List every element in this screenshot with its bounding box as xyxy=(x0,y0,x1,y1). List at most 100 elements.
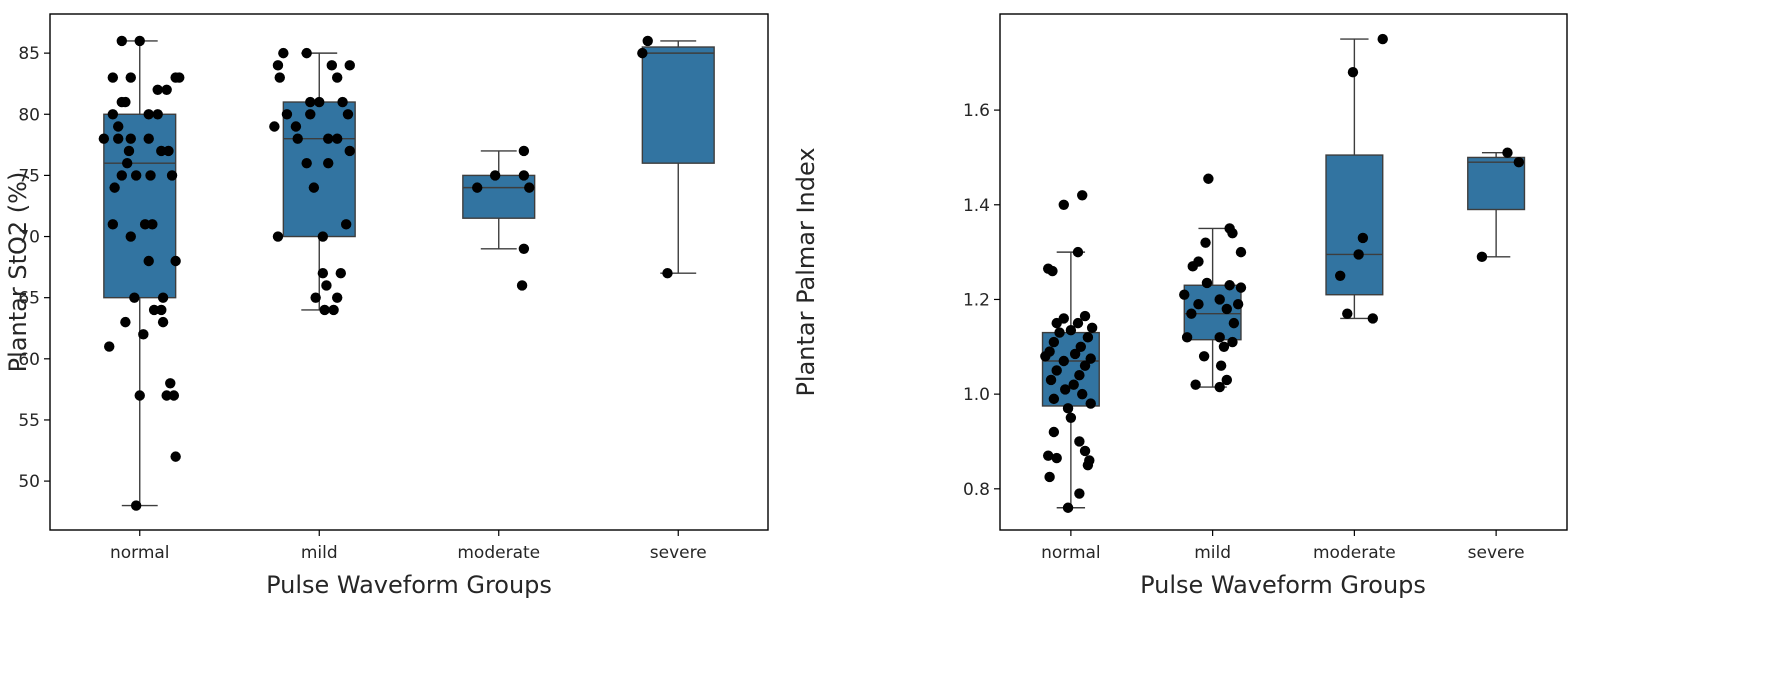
data-point xyxy=(292,133,303,144)
data-point xyxy=(1074,488,1085,499)
data-point xyxy=(1074,370,1085,381)
y-tick-label: 60 xyxy=(18,350,40,370)
data-point xyxy=(516,280,528,291)
data-point xyxy=(323,157,334,169)
data-point xyxy=(1072,246,1084,258)
data-point xyxy=(1335,270,1346,281)
data-point xyxy=(1042,450,1054,461)
data-point xyxy=(138,329,149,340)
y-axis-ticks: 50 55 60 65 70 75 80 85 xyxy=(18,44,50,492)
data-point xyxy=(1476,251,1488,263)
data-point xyxy=(134,390,145,401)
data-point xyxy=(1232,298,1244,310)
data-point xyxy=(1190,379,1201,390)
data-point xyxy=(120,316,131,328)
data-point xyxy=(278,47,289,59)
x-tick-label: severe xyxy=(1468,543,1525,563)
data-point xyxy=(1214,294,1225,305)
x-tick-label: mild xyxy=(1194,543,1231,563)
data-point xyxy=(174,72,185,83)
box-iqr xyxy=(103,113,177,299)
data-point xyxy=(1193,298,1204,310)
data-point xyxy=(317,268,329,279)
data-point xyxy=(113,133,124,144)
data-point xyxy=(305,109,316,120)
data-point xyxy=(1235,246,1247,258)
y-tick-label: 1.0 xyxy=(963,385,990,405)
box-group xyxy=(1041,38,1526,509)
data-point xyxy=(161,390,172,401)
data-point xyxy=(170,451,181,462)
data-point xyxy=(1051,452,1062,464)
data-point xyxy=(518,243,530,254)
data-point xyxy=(1077,388,1088,400)
data-point xyxy=(274,72,285,83)
data-point xyxy=(125,133,136,144)
data-point xyxy=(107,219,119,230)
data-point xyxy=(107,72,119,83)
data-point xyxy=(326,60,338,71)
data-point xyxy=(1077,190,1088,201)
data-point xyxy=(156,304,167,316)
data-point xyxy=(1062,403,1074,414)
data-point xyxy=(340,219,352,230)
data-point xyxy=(1075,341,1086,352)
plot-frame xyxy=(999,13,1568,531)
data-point xyxy=(1357,232,1369,244)
data-point xyxy=(161,84,172,96)
data-point xyxy=(1065,325,1077,336)
box-severe xyxy=(641,40,715,274)
data-point xyxy=(1353,249,1364,260)
data-point xyxy=(121,157,133,169)
box-moderate xyxy=(1325,38,1384,320)
data-point xyxy=(1065,412,1077,424)
data-point xyxy=(123,145,135,157)
data-point xyxy=(1085,353,1096,364)
data-point xyxy=(524,182,535,193)
data-point xyxy=(518,145,530,157)
data-point xyxy=(148,304,160,316)
data-point xyxy=(113,121,124,132)
y-axis-label: Plantar StO2 (%) xyxy=(4,172,32,373)
data-point xyxy=(1377,33,1388,45)
data-point xyxy=(1227,227,1238,239)
data-point xyxy=(1085,398,1096,409)
data-point xyxy=(290,121,302,132)
data-point xyxy=(1342,308,1353,319)
data-point xyxy=(1048,393,1060,405)
x-tick-label: severe xyxy=(650,543,707,563)
data-point xyxy=(518,170,530,181)
data-point xyxy=(1347,67,1359,78)
y-tick-label: 85 xyxy=(18,44,40,64)
data-point xyxy=(335,268,346,279)
box-iqr xyxy=(462,174,536,219)
data-point xyxy=(1079,310,1091,322)
data-point xyxy=(1502,147,1513,158)
data-point xyxy=(1179,289,1190,300)
data-point xyxy=(321,280,332,291)
data-point xyxy=(1051,317,1062,329)
box-iqr xyxy=(641,46,715,164)
x-tick-label: moderate xyxy=(1313,543,1396,563)
points-group xyxy=(1040,33,1525,513)
data-point xyxy=(1048,426,1060,438)
panel-stO2: 50 55 60 65 70 75 80 85 normal mild moderate sever… xyxy=(4,13,769,599)
data-point xyxy=(1079,445,1091,457)
y-tick-label: 65 xyxy=(18,289,40,309)
data-point xyxy=(1062,502,1074,513)
y-tick-label: 80 xyxy=(18,105,40,125)
data-point xyxy=(156,145,167,157)
data-point xyxy=(1048,336,1060,348)
data-point xyxy=(147,219,158,230)
data-point xyxy=(1215,360,1227,371)
data-point xyxy=(337,96,348,108)
data-point xyxy=(104,341,115,352)
data-point xyxy=(143,255,154,267)
data-point xyxy=(342,109,354,120)
data-point xyxy=(143,133,154,144)
data-point xyxy=(1228,317,1240,329)
data-point xyxy=(272,60,284,71)
data-point xyxy=(157,292,169,303)
data-point xyxy=(301,157,312,169)
data-point xyxy=(642,35,653,47)
